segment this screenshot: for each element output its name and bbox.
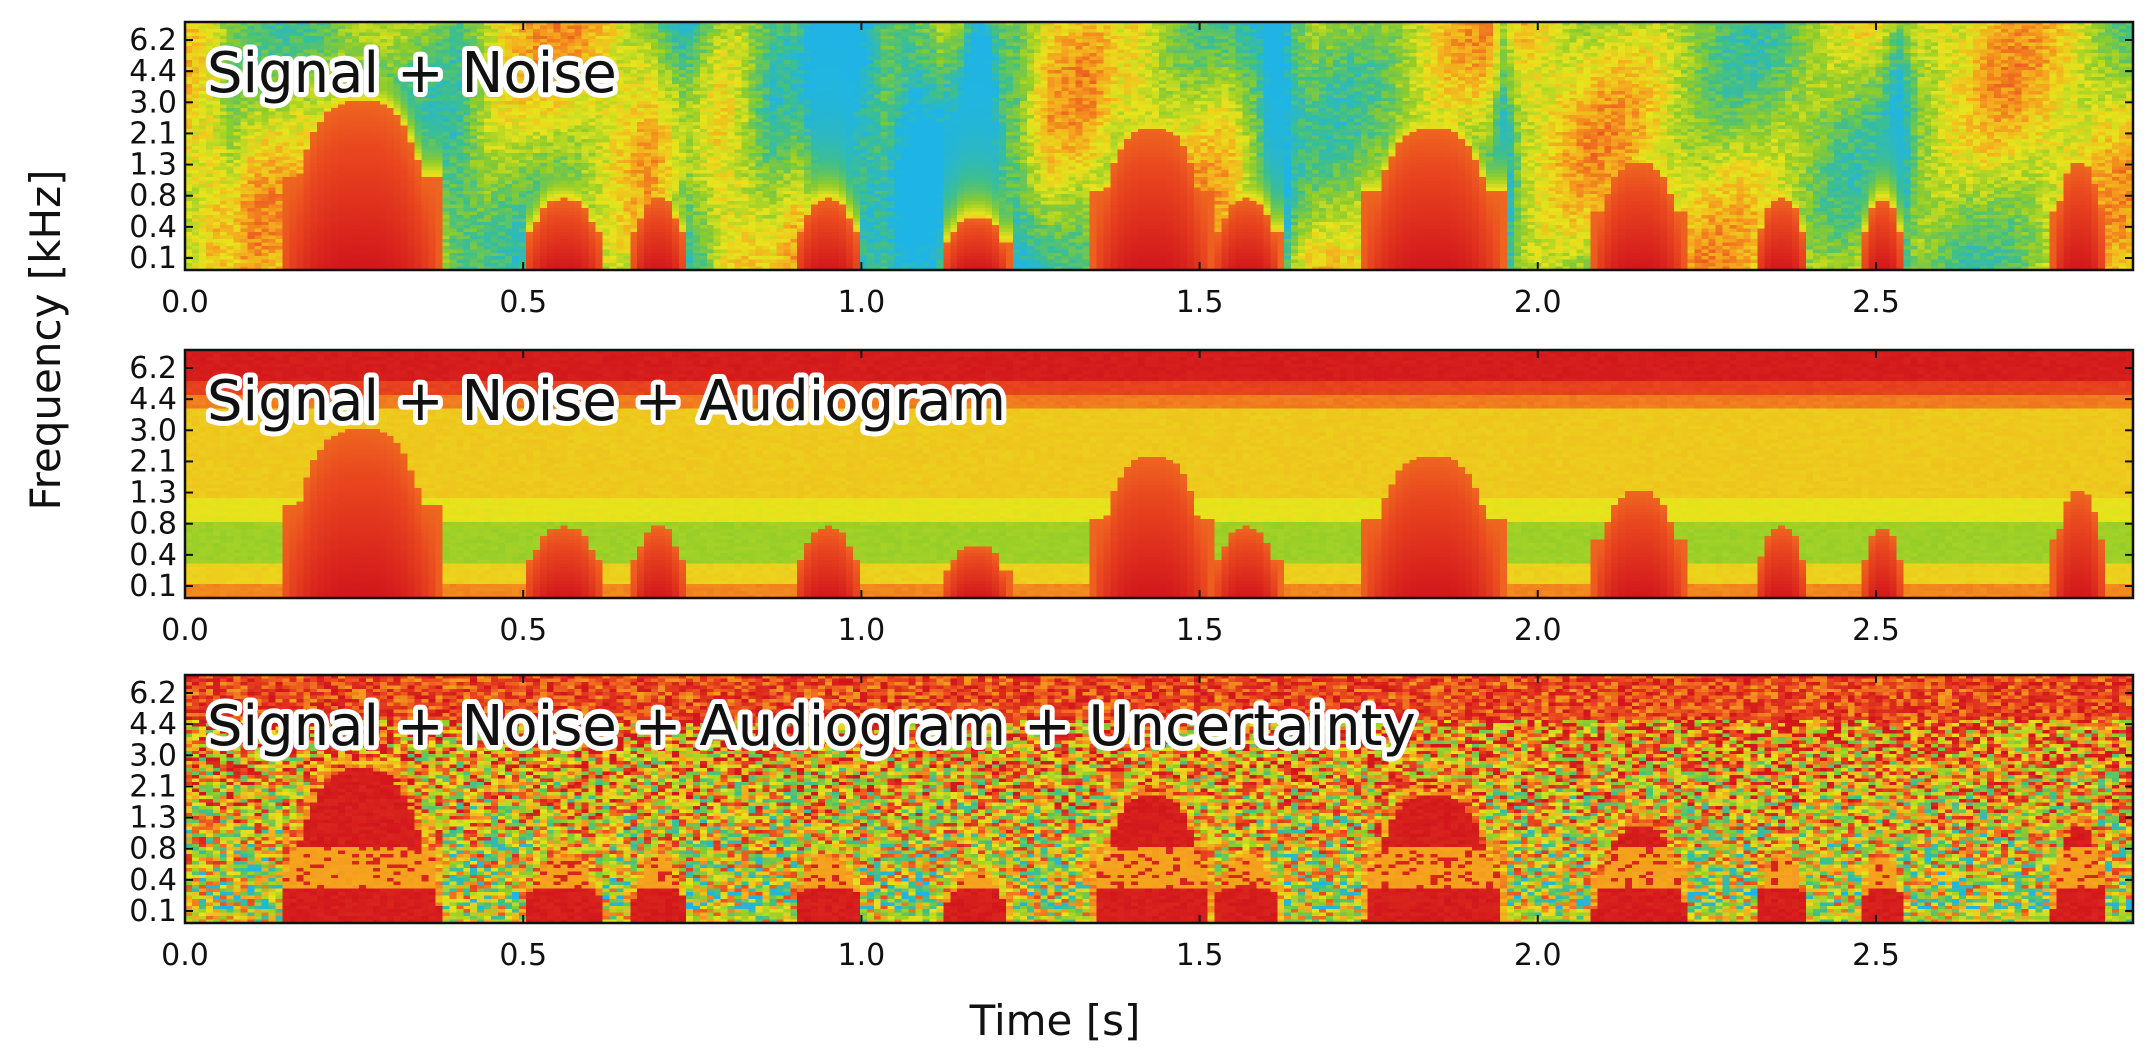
y-tick-label: 1.3 (129, 801, 177, 836)
x-tick-label: 0.0 (161, 938, 209, 973)
x-tick-label: 2.0 (1514, 938, 1562, 973)
y-tick-label: 0.1 (129, 241, 177, 276)
x-tick-label: 2.5 (1852, 613, 1900, 648)
heatmap-panel-3 (185, 675, 2133, 923)
plot-frame (183, 348, 2135, 600)
heatmap-panel-2 (185, 350, 2133, 598)
panel-1: 0.10.40.81.32.13.04.46.2 0.0 0.5 1.0 1.5 2.0 2… (129, 20, 2135, 320)
x-tick-label: 0.5 (499, 938, 547, 973)
y-tick-label: 6.2 (129, 351, 177, 386)
y-tick-label: 0.8 (129, 507, 177, 542)
heatmap-panel-1 (185, 22, 2133, 270)
x-tick-label: 1.5 (1176, 285, 1224, 320)
plot-frame (183, 20, 2135, 272)
x-tick-label: 0.5 (499, 285, 547, 320)
y-tick-label: 4.4 (129, 382, 177, 417)
y-tick-label: 0.4 (129, 538, 177, 573)
panel-2: 0.10.40.81.32.13.04.46.2 0.0 0.5 1.0 1.5 2.0 2… (129, 348, 2135, 648)
y-tick-label: 6.2 (129, 23, 177, 58)
panel-title: Signal + Noise + Audiogram (207, 369, 1006, 434)
x-tick-label: 1.5 (1176, 613, 1224, 648)
x-tick-label: 2.5 (1852, 285, 1900, 320)
x-tick-label: 1.5 (1176, 938, 1224, 973)
x-tick-label: 1.0 (838, 285, 886, 320)
y-tick-label: 0.1 (129, 569, 177, 604)
y-tick-label: 0.1 (129, 894, 177, 929)
x-tick-label: 0.0 (161, 613, 209, 648)
plot-frame (183, 673, 2135, 925)
y-tick-label: 2.1 (129, 444, 177, 479)
y-tick-label: 1.3 (129, 476, 177, 511)
x-tick-label: 2.0 (1514, 613, 1562, 648)
y-tick-label: 3.0 (129, 85, 177, 120)
panel-3: 0.10.40.81.32.13.04.46.2 0.0 0.5 1.0 1.5 2.0 2… (129, 673, 2135, 973)
y-tick-label: 2.1 (129, 769, 177, 804)
x-tick-label: 1.0 (838, 613, 886, 648)
y-tick-label: 2.1 (129, 116, 177, 151)
x-axis-title: Time [s] (969, 996, 1141, 1045)
y-tick-label: 3.0 (129, 738, 177, 773)
y-tick-label: 0.8 (129, 179, 177, 214)
y-tick-label: 6.2 (129, 676, 177, 711)
x-tick-label: 0.0 (161, 285, 209, 320)
x-tick-label: 0.5 (499, 613, 547, 648)
x-tick-label: 2.0 (1514, 285, 1562, 320)
y-tick-label: 0.4 (129, 210, 177, 245)
x-tick-label: 2.5 (1852, 938, 1900, 973)
y-tick-label: 1.3 (129, 148, 177, 183)
y-tick-label: 0.4 (129, 863, 177, 898)
panel-title: Signal + Noise (207, 41, 617, 106)
y-tick-label: 3.0 (129, 413, 177, 448)
y-tick-label: 4.4 (129, 707, 177, 742)
y-tick-label: 0.8 (129, 832, 177, 867)
y-tick-label: 4.4 (129, 54, 177, 89)
y-axis-title: Frequency [kHz] (21, 169, 70, 510)
panel-title: Signal + Noise + Audiogram + Uncertainty (207, 694, 1416, 759)
x-tick-label: 1.0 (838, 938, 886, 973)
